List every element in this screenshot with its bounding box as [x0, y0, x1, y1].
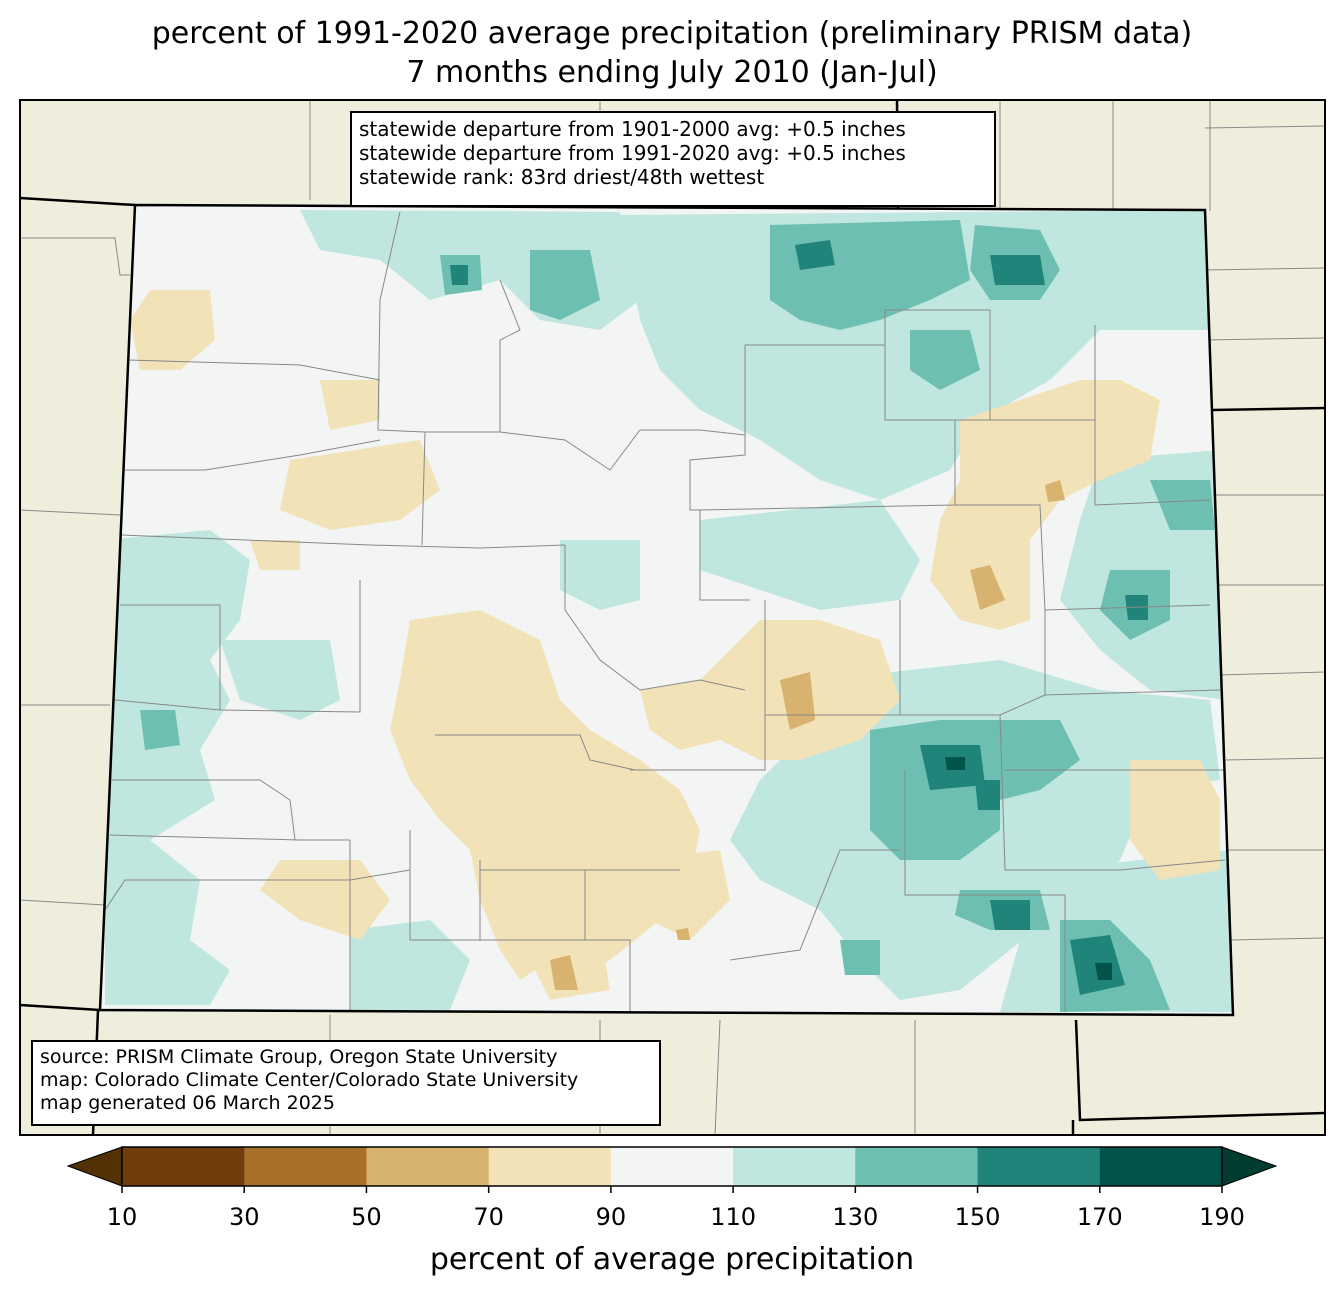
colorbar-swatch [610, 1147, 734, 1186]
colorbar-outline [121, 1146, 1223, 1187]
colorbar-tick-label: 70 [473, 1203, 504, 1231]
colorbar [66, 1146, 1278, 1193]
colorbar-label: percent of average precipitation [429, 1242, 915, 1277]
colorbar-swatch [244, 1147, 367, 1186]
stats-rank: statewide rank: 83rd driest/48th wettest [359, 165, 765, 189]
map-subtitle: 7 months ending July 2010 (Jan-Jul) [406, 55, 938, 90]
colorbar-tick-label: 110 [710, 1203, 757, 1231]
stats-departure-1901-2000: statewide departure from 1901-2000 avg: … [359, 117, 906, 141]
colorado-precip-field [100, 205, 1233, 1015]
map-credit-line: map: Colorado Climate Center/Colorado St… [40, 1069, 579, 1091]
colorbar-tick-label: 30 [228, 1203, 260, 1231]
statewide-stats-box: statewide departure from 1901-2000 avg: … [350, 111, 996, 207]
source-line: source: PRISM Climate Group, Oregon Stat… [40, 1046, 558, 1068]
generated-date-line: map generated 06 March 2025 [40, 1092, 335, 1114]
stats-departure-1991-2020: statewide departure from 1991-2020 avg: … [359, 141, 906, 165]
colorbar-swatch [488, 1147, 612, 1186]
source-box: source: PRISM Climate Group, Oregon Stat… [31, 1040, 661, 1126]
colorbar-tick-label: 190 [1199, 1203, 1245, 1231]
colorbar-tick-label: 130 [832, 1203, 879, 1231]
colorado-state-border [98, 203, 1235, 1017]
colorbar-tick-label: 10 [106, 1203, 138, 1231]
colorbar-swatch [977, 1147, 1101, 1186]
colorbar-swatch [1099, 1147, 1223, 1186]
colorbar-tick-label: 150 [954, 1203, 1001, 1231]
colorbar-swatch [733, 1147, 856, 1186]
colorbar-under-arrow [66, 1146, 123, 1187]
map-frame [19, 99, 1326, 1136]
colorbar-swatch [122, 1147, 245, 1186]
colorbar-over-arrow [1221, 1146, 1278, 1187]
colorbar-tick-label: 90 [595, 1203, 627, 1231]
colorbar-tick-label: 170 [1076, 1203, 1123, 1231]
colorbar-swatch [855, 1147, 979, 1186]
colorbar-tick-label: 50 [351, 1203, 382, 1231]
colorbar-swatch [366, 1147, 490, 1186]
county-lines [104, 211, 1226, 1012]
map-title: percent of 1991-2020 average precipitati… [151, 16, 1193, 51]
